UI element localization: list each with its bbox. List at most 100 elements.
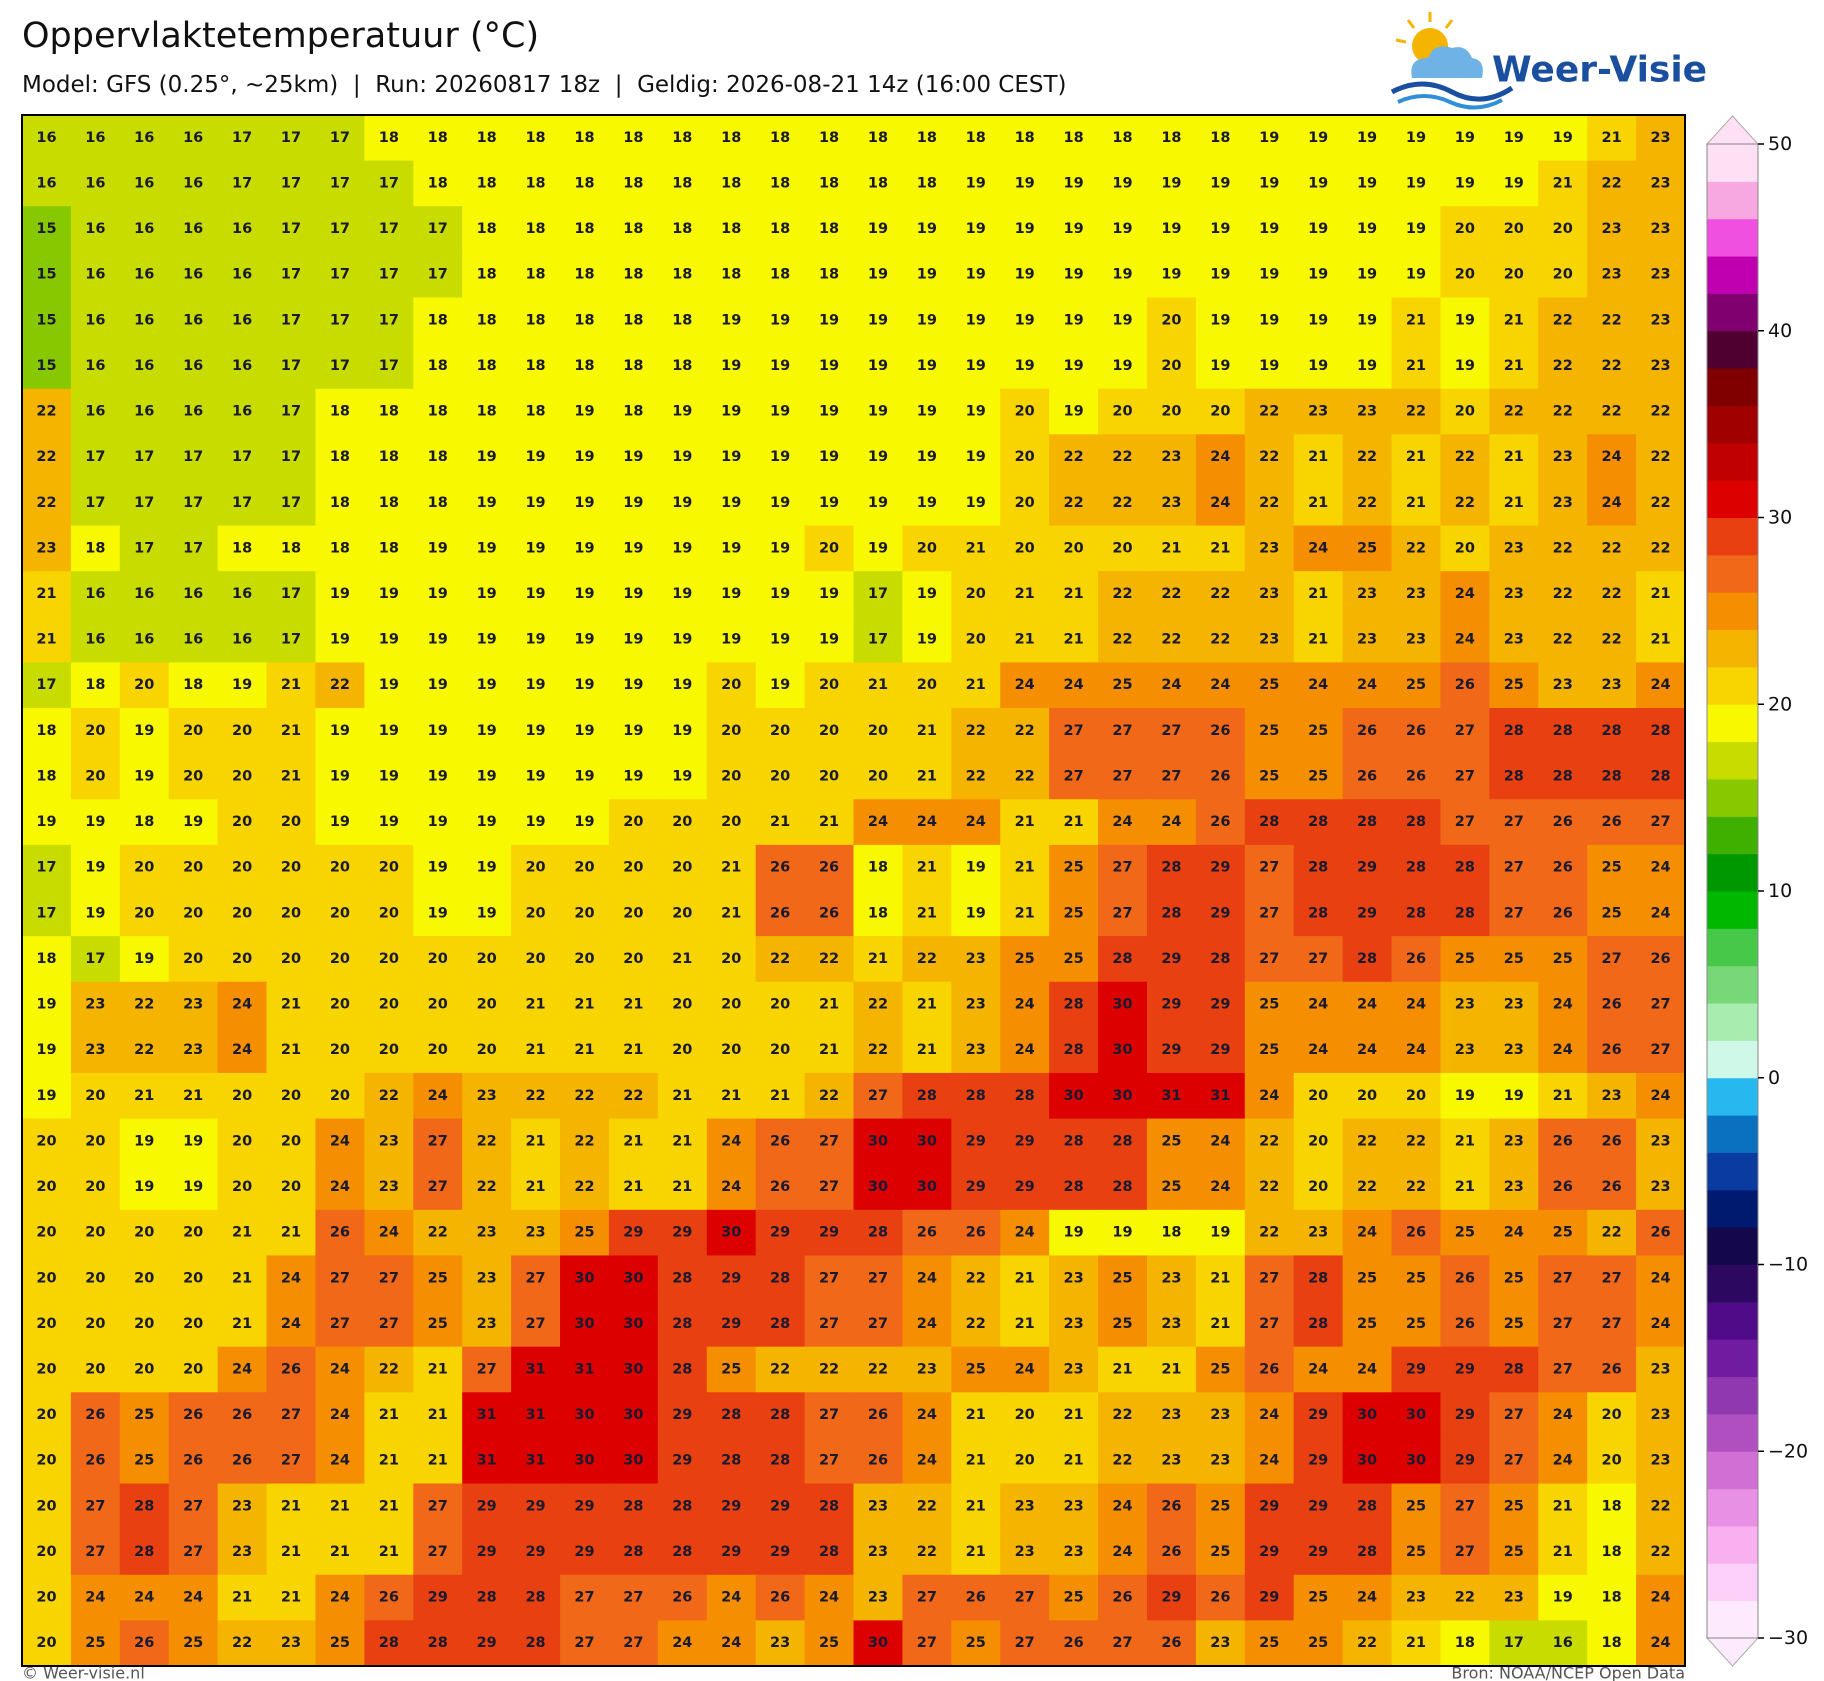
cell-value: 24 bbox=[1015, 1361, 1035, 1377]
cell bbox=[119, 1072, 170, 1120]
cell bbox=[951, 1027, 1001, 1074]
cell bbox=[1489, 571, 1539, 618]
cell-value: 25 bbox=[1504, 1498, 1524, 1514]
cell bbox=[70, 1027, 121, 1074]
cell-value: 21 bbox=[819, 997, 839, 1013]
cell-value: 25 bbox=[1504, 1316, 1524, 1332]
cell bbox=[657, 753, 708, 800]
cell-value: 22 bbox=[1357, 495, 1377, 511]
cell-value: 18 bbox=[1602, 1590, 1622, 1606]
cell bbox=[168, 1164, 219, 1211]
cell bbox=[1049, 297, 1099, 344]
chart-subtitle: Model: GFS (0.25°, ~25km) | Run: 2026081… bbox=[22, 72, 1067, 98]
cell bbox=[70, 844, 121, 892]
cell-value: 24 bbox=[1015, 1225, 1035, 1241]
cell bbox=[462, 1529, 512, 1576]
cell bbox=[266, 1529, 317, 1576]
colorbar-tick-label: −20 bbox=[1768, 1440, 1808, 1462]
cell-value: 20 bbox=[819, 768, 839, 784]
cell bbox=[1000, 388, 1050, 435]
cell bbox=[168, 479, 219, 527]
cell bbox=[755, 1574, 806, 1621]
cell-value: 17 bbox=[330, 175, 350, 191]
cell bbox=[1489, 753, 1539, 800]
cell-value: 27 bbox=[1504, 814, 1524, 830]
cell bbox=[1293, 662, 1344, 709]
cell-value: 28 bbox=[623, 1498, 643, 1514]
cell bbox=[119, 1301, 170, 1348]
cell bbox=[706, 343, 757, 390]
cell-value: 27 bbox=[1650, 1042, 1670, 1058]
cell bbox=[413, 1483, 463, 1530]
cell-value: 20 bbox=[966, 586, 986, 602]
cell-value: 19 bbox=[917, 449, 937, 465]
cell bbox=[462, 1118, 512, 1165]
cell-value: 28 bbox=[770, 1316, 790, 1332]
cell bbox=[1000, 297, 1050, 344]
cell-value: 19 bbox=[917, 358, 937, 374]
cell bbox=[1440, 206, 1490, 253]
cell bbox=[1195, 1209, 1246, 1257]
cell-value: 28 bbox=[1015, 1088, 1035, 1104]
cell-value: 20 bbox=[36, 1544, 56, 1560]
cell-value: 30 bbox=[1357, 1453, 1377, 1469]
cell bbox=[560, 1209, 610, 1257]
cell-value: 24 bbox=[721, 1133, 741, 1149]
cell bbox=[706, 1255, 757, 1302]
colorbar-segment bbox=[1707, 442, 1758, 481]
cell bbox=[1049, 479, 1099, 527]
cell-value: 18 bbox=[330, 404, 350, 420]
cell bbox=[1195, 251, 1246, 299]
cell-value: 22 bbox=[1455, 449, 1475, 465]
cell-value: 20 bbox=[36, 1316, 56, 1332]
cell-value: 27 bbox=[1161, 723, 1181, 739]
cell-value: 19 bbox=[525, 586, 545, 602]
cell-value: 19 bbox=[525, 814, 545, 830]
cell-value: 18 bbox=[623, 221, 643, 237]
cell bbox=[1244, 1574, 1295, 1621]
cell-value: 21 bbox=[281, 723, 301, 739]
cell bbox=[853, 1301, 904, 1348]
cell-value: 23 bbox=[966, 951, 986, 967]
cell bbox=[608, 1072, 659, 1120]
cell bbox=[560, 206, 610, 253]
cell-value: 17 bbox=[868, 632, 888, 648]
cell-value: 24 bbox=[1650, 1270, 1670, 1286]
cell-value: 18 bbox=[330, 540, 350, 556]
cell-value: 19 bbox=[1406, 175, 1426, 191]
colorbar-segment bbox=[1707, 891, 1758, 929]
cell-value: 26 bbox=[917, 1225, 937, 1241]
cell bbox=[364, 1392, 414, 1439]
cell bbox=[1000, 1118, 1050, 1165]
cell-value: 24 bbox=[1308, 997, 1328, 1013]
cell-value: 24 bbox=[1210, 495, 1230, 511]
cell-value: 18 bbox=[672, 130, 692, 146]
cell-value: 24 bbox=[183, 1590, 203, 1606]
cell-value: 17 bbox=[379, 312, 399, 328]
cell-value: 21 bbox=[721, 860, 741, 876]
cell-value: 19 bbox=[1064, 221, 1084, 237]
cell bbox=[217, 662, 268, 709]
cell bbox=[755, 616, 806, 664]
cell-value: 19 bbox=[623, 586, 643, 602]
cell bbox=[168, 251, 219, 299]
cell-value: 20 bbox=[85, 1270, 105, 1286]
cell bbox=[1195, 1027, 1246, 1074]
cell-value: 21 bbox=[966, 540, 986, 556]
cell bbox=[1489, 343, 1539, 390]
cell bbox=[266, 571, 317, 618]
cell bbox=[706, 981, 757, 1028]
cell bbox=[853, 115, 904, 162]
cell-value: 30 bbox=[623, 1407, 643, 1423]
cell-value: 19 bbox=[1210, 221, 1230, 237]
cell bbox=[1293, 799, 1344, 846]
cell bbox=[70, 1483, 121, 1530]
cell-value: 19 bbox=[1112, 312, 1132, 328]
cell-value: 18 bbox=[85, 677, 105, 693]
cell bbox=[902, 434, 952, 481]
cell-value: 24 bbox=[379, 1225, 399, 1241]
cell-value: 22 bbox=[1602, 404, 1622, 420]
cell bbox=[657, 1392, 708, 1439]
cell bbox=[657, 343, 708, 390]
